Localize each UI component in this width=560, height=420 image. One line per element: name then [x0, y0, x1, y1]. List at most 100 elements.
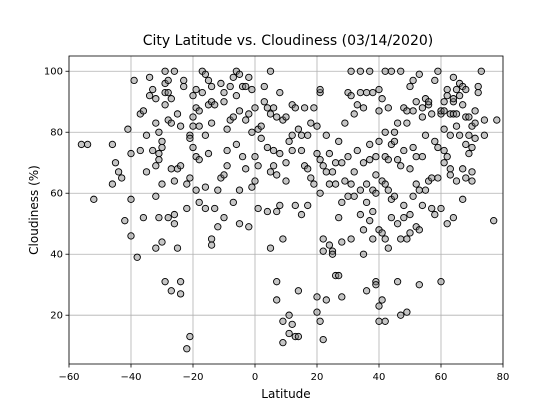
data-point [189, 113, 197, 121]
data-point [390, 137, 399, 146]
data-point [294, 125, 303, 133]
data-point [443, 91, 451, 100]
data-point [344, 192, 352, 200]
y-tick-label: 100 [44, 67, 63, 78]
data-point [480, 131, 489, 139]
data-point [186, 134, 194, 142]
data-point [167, 119, 175, 127]
data-point [412, 180, 420, 188]
data-point [449, 73, 458, 81]
data-point [288, 146, 296, 155]
data-point [372, 171, 380, 179]
data-point [164, 88, 172, 97]
data-point [167, 287, 175, 295]
data-point [142, 131, 151, 139]
data-point [369, 88, 377, 97]
data-point [245, 73, 253, 81]
data-point [251, 152, 259, 161]
data-point [409, 192, 417, 200]
data-point [114, 168, 123, 176]
x-tick-label: −60 [58, 372, 79, 383]
data-point [431, 76, 439, 85]
data-point [220, 88, 228, 97]
data-point [189, 122, 197, 130]
data-point [254, 204, 262, 213]
data-point [375, 137, 383, 146]
data-point [440, 125, 448, 133]
data-point [431, 137, 439, 146]
data-point [362, 88, 371, 97]
data-point [195, 198, 203, 207]
data-point [415, 281, 423, 289]
data-point [192, 186, 200, 194]
data-point [285, 311, 293, 319]
data-point [248, 85, 256, 94]
data-point [412, 152, 420, 161]
data-point [375, 317, 383, 325]
data-point [465, 149, 473, 158]
data-point [390, 192, 399, 200]
data-point [211, 204, 219, 213]
data-point [378, 296, 386, 304]
data-point [235, 186, 244, 194]
data-point [189, 143, 197, 152]
data-point [359, 226, 368, 234]
data-point [359, 250, 368, 258]
data-point [291, 104, 299, 112]
data-point [393, 220, 402, 228]
data-point [127, 149, 135, 158]
data-point [248, 128, 256, 136]
data-point [201, 183, 210, 191]
data-point [124, 125, 132, 133]
data-point [325, 241, 334, 249]
data-point [232, 91, 241, 100]
data-point [304, 201, 312, 210]
data-point [207, 119, 216, 127]
data-point [403, 107, 411, 115]
data-point [130, 76, 138, 85]
data-point [164, 213, 172, 222]
data-point [322, 131, 330, 139]
data-point [415, 186, 423, 194]
data-point [362, 180, 371, 188]
data-point [223, 125, 231, 133]
data-point [338, 238, 346, 246]
data-point [304, 131, 312, 139]
data-point [108, 180, 117, 188]
plot-frame [68, 55, 504, 365]
data-point [176, 162, 185, 170]
data-point [471, 119, 479, 127]
data-point [176, 290, 185, 298]
data-point [359, 104, 368, 112]
data-point [328, 168, 337, 176]
data-point [266, 168, 275, 176]
data-point [421, 186, 430, 194]
data-point [403, 235, 411, 243]
data-point [263, 104, 272, 112]
data-point [449, 213, 458, 222]
data-point [192, 85, 200, 94]
data-point [366, 67, 374, 75]
data-point [462, 174, 470, 182]
data-point [279, 235, 287, 243]
data-point [471, 134, 479, 142]
data-point [319, 247, 327, 255]
data-point [251, 177, 259, 185]
data-point [462, 85, 470, 94]
data-point [316, 189, 324, 197]
data-point [198, 88, 206, 97]
data-point [204, 76, 213, 85]
data-point [443, 152, 451, 161]
data-point [142, 168, 151, 176]
data-point [375, 302, 383, 310]
data-point [493, 116, 501, 124]
data-point [235, 107, 244, 115]
data-point [418, 113, 427, 121]
data-point [269, 162, 278, 170]
data-point [393, 278, 402, 286]
data-point [260, 98, 268, 106]
data-point [155, 156, 163, 164]
data-point [220, 213, 228, 222]
data-point [440, 159, 448, 167]
data-point [325, 149, 334, 158]
